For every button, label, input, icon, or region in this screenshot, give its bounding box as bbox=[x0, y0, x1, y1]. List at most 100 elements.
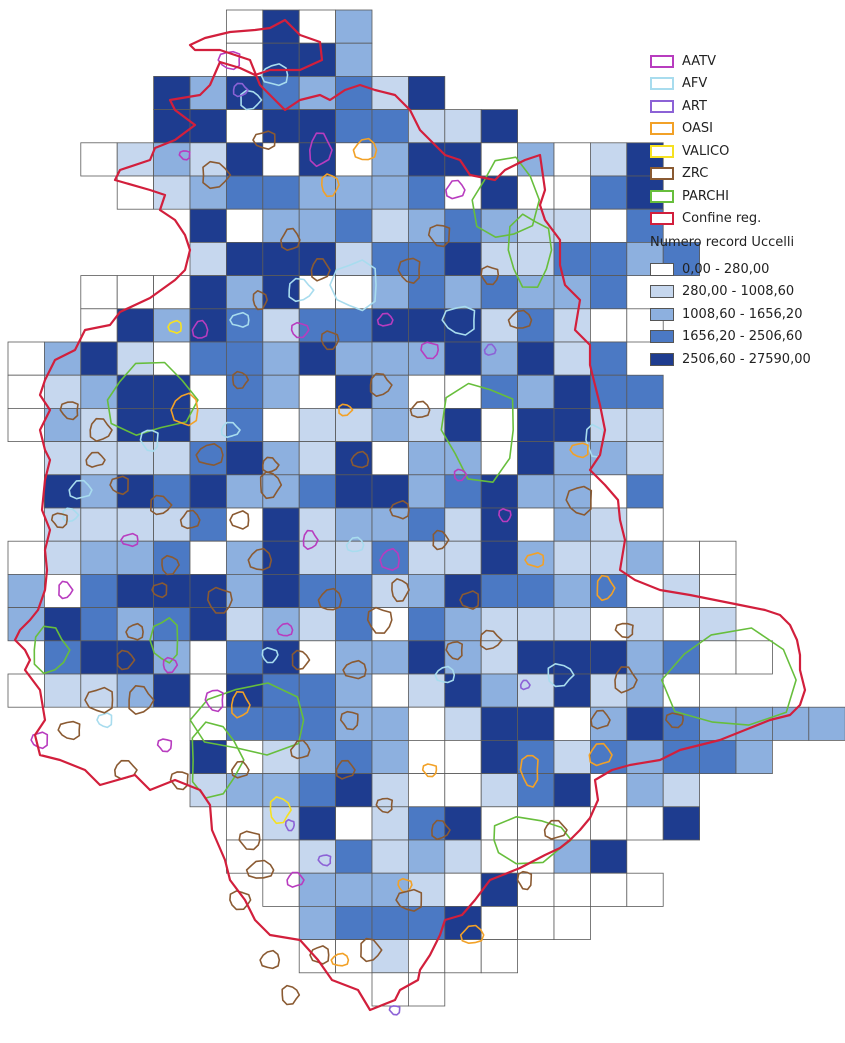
legend-class-2: 280,00 - 1008,60 bbox=[650, 281, 840, 304]
grid-cell bbox=[444, 540, 482, 575]
grid-cell bbox=[480, 706, 519, 741]
grid-cell bbox=[590, 407, 628, 442]
legend-swatch-zrc bbox=[650, 167, 674, 181]
grid-cell bbox=[189, 474, 227, 509]
legend-label-valico: VALICO bbox=[682, 143, 730, 159]
grid-cell bbox=[7, 574, 45, 609]
protected-area-outline bbox=[338, 403, 354, 417]
grid-cell bbox=[262, 308, 300, 343]
protected-area-outline bbox=[240, 89, 263, 111]
grid-cell bbox=[444, 175, 482, 210]
legend-class-swatch-3 bbox=[650, 307, 674, 321]
grid-cell bbox=[553, 474, 591, 509]
grid-cell bbox=[407, 939, 446, 974]
legend-item-valico: VALICO bbox=[650, 140, 840, 163]
protected-area-outline bbox=[125, 622, 144, 641]
grid-cell bbox=[298, 208, 337, 243]
protected-area-outline bbox=[230, 691, 251, 719]
grid-cell bbox=[189, 540, 227, 575]
protected-area-outline bbox=[350, 450, 370, 469]
protected-area-outline bbox=[310, 258, 331, 282]
legend-label-afv: AFV bbox=[682, 76, 708, 92]
grid-cell bbox=[553, 673, 591, 708]
grid-cell bbox=[298, 109, 337, 144]
legend-item-zrc: ZRC bbox=[650, 163, 840, 186]
protected-area-outline bbox=[231, 760, 250, 779]
grid-cell bbox=[371, 275, 409, 310]
grid-cell bbox=[298, 407, 337, 442]
grid-cell bbox=[444, 275, 482, 310]
protected-area-outline bbox=[262, 456, 280, 474]
grid-cell bbox=[371, 839, 409, 874]
protected-area-outline bbox=[543, 819, 568, 840]
grid-cell bbox=[480, 208, 519, 243]
protected-area-outline bbox=[445, 641, 463, 661]
grid-cell bbox=[553, 872, 591, 907]
grid-cell bbox=[371, 507, 409, 542]
grid-cell bbox=[371, 341, 409, 376]
grid-cell bbox=[517, 507, 555, 542]
protected-area-outline bbox=[321, 173, 340, 198]
grid-cell bbox=[444, 806, 482, 841]
protected-area-outline bbox=[440, 382, 514, 483]
protected-area-outline bbox=[139, 429, 159, 453]
legend-label-confine: Confine reg. bbox=[682, 211, 762, 227]
grid-cell bbox=[335, 607, 373, 642]
protected-area-outline bbox=[453, 468, 468, 482]
grid-cell bbox=[335, 109, 373, 144]
legend-swatch-art bbox=[650, 99, 674, 113]
grid-cell bbox=[662, 673, 701, 708]
grid-cell bbox=[444, 109, 482, 144]
grid-cell bbox=[335, 308, 373, 343]
grid-cell bbox=[335, 806, 373, 841]
grid-cell bbox=[371, 474, 409, 509]
protected-area-outline bbox=[150, 494, 173, 516]
grid-cell bbox=[407, 972, 446, 1007]
grid-cell bbox=[590, 540, 628, 575]
grid-cell bbox=[225, 175, 264, 210]
grid-cell bbox=[153, 308, 191, 343]
grid-cell bbox=[189, 142, 227, 177]
grid-cell bbox=[80, 275, 118, 310]
protected-area-outline bbox=[339, 710, 359, 731]
grid-cell bbox=[80, 607, 118, 642]
grid-cell bbox=[262, 706, 300, 741]
protected-area-outline bbox=[459, 590, 480, 610]
grid-cell bbox=[262, 540, 300, 575]
protected-area-outline bbox=[547, 663, 575, 688]
protected-area-outline bbox=[149, 617, 179, 664]
grid-cell bbox=[335, 474, 373, 509]
legend-class-4: 1656,20 - 2506,60 bbox=[650, 326, 840, 349]
grid-cell bbox=[444, 906, 482, 941]
protected-area-outline bbox=[116, 649, 136, 671]
grid-cell bbox=[626, 806, 664, 841]
grid-cell bbox=[626, 441, 664, 476]
grid-cell bbox=[225, 441, 264, 476]
legend-item-oasi: OASI bbox=[650, 118, 840, 141]
grid-cell bbox=[371, 208, 409, 243]
protected-area-outline bbox=[245, 859, 275, 879]
grid-cell bbox=[444, 574, 482, 609]
legend-label-parchi: PARCHI bbox=[682, 188, 729, 204]
grid-cell bbox=[626, 640, 664, 675]
protected-area-outline bbox=[85, 451, 106, 468]
grid-cell bbox=[335, 706, 373, 741]
grid-cell bbox=[480, 574, 519, 609]
grid-cell bbox=[407, 142, 446, 177]
grid-cell bbox=[262, 9, 300, 44]
protected-area-outline bbox=[189, 682, 305, 756]
protected-area-outline bbox=[89, 417, 113, 442]
grid-cell bbox=[590, 275, 628, 310]
grid-cell bbox=[590, 673, 628, 708]
grid-cell bbox=[262, 773, 300, 808]
grid-cell bbox=[44, 540, 82, 575]
grid-cell bbox=[7, 374, 45, 409]
grid-cell bbox=[153, 441, 191, 476]
grid-cell bbox=[553, 341, 591, 376]
grid-cell bbox=[444, 142, 482, 177]
grid-cell bbox=[444, 374, 482, 409]
grid-cell bbox=[444, 673, 482, 708]
legend-subtitle: Numero record Uccelli bbox=[650, 235, 795, 250]
legend-item-parchi: PARCHI bbox=[650, 185, 840, 208]
grid-cell bbox=[7, 673, 45, 708]
